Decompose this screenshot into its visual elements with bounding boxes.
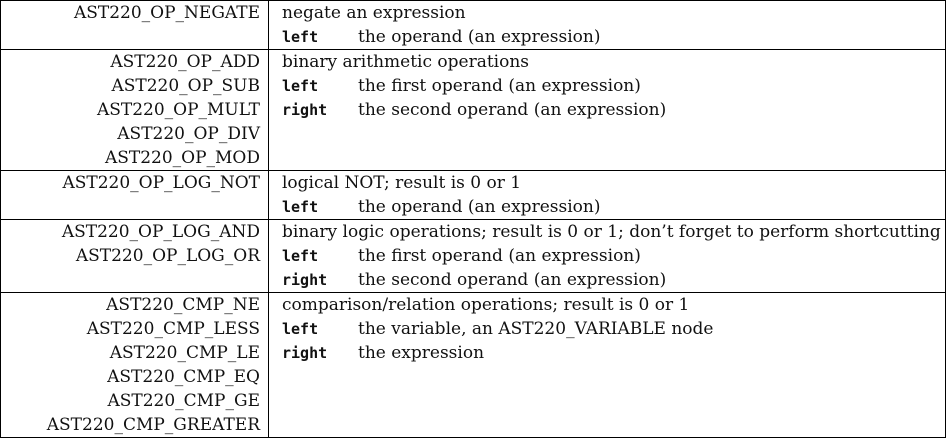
field-text: the second operand (an expression)	[358, 100, 667, 120]
table-row: AST220_CMP_NE AST220_CMP_LESS AST220_CMP…	[0, 292, 946, 438]
operator-name: AST220_OP_DIV	[117, 124, 260, 144]
operator-name: AST220_CMP_NE	[106, 295, 260, 315]
field-line: left the first operand (an expression)	[282, 74, 943, 98]
field-text: the first operand (an expression)	[358, 246, 641, 266]
field-text: the first operand (an expression)	[358, 76, 641, 96]
field-text: the expression	[358, 343, 485, 363]
operator-names-cell: AST220_OP_LOG_NOT	[0, 170, 269, 220]
operator-names-cell: AST220_OP_LOG_AND AST220_OP_LOG_OR	[0, 219, 269, 293]
field-line: right the expression	[282, 341, 943, 365]
operator-name: AST220_CMP_GE	[107, 391, 260, 411]
operator-description-cell: binary arithmetic operations left the fir…	[268, 49, 946, 171]
operator-name: AST220_OP_NEGATE	[73, 3, 260, 23]
operator-name: AST220_OP_SUB	[111, 76, 260, 96]
operator-name: AST220_CMP_EQ	[107, 367, 260, 387]
operator-name: AST220_OP_MOD	[104, 148, 260, 168]
operator-name: AST220_CMP_LESS	[86, 319, 260, 339]
operator-description-cell: comparison/relation operations; result i…	[268, 292, 946, 438]
field-name: left	[282, 198, 319, 216]
field-line: right the second operand (an expression)	[282, 268, 943, 292]
operator-description-cell: negate an expression left the operand (an…	[268, 0, 946, 50]
field-name: left	[282, 28, 319, 46]
field-text: the operand (an expression)	[358, 27, 601, 47]
field-name: right	[282, 271, 328, 289]
operator-name: AST220_CMP_LE	[109, 343, 260, 363]
field-line: left the variable, an AST220_VARIABLE nod…	[282, 317, 943, 341]
operator-names-cell: AST220_CMP_NE AST220_CMP_LESS AST220_CMP…	[0, 292, 269, 438]
operator-description: binary logic operations; result is 0 or …	[282, 222, 941, 242]
field-name: left	[282, 77, 319, 95]
operator-name: AST220_OP_MULT	[96, 100, 260, 120]
field-text: the operand (an expression)	[358, 197, 601, 217]
operator-name: AST220_OP_LOG_NOT	[62, 173, 260, 193]
table-row: AST220_OP_LOG_AND AST220_OP_LOG_OR binar…	[0, 219, 946, 293]
operator-description: comparison/relation operations; result i…	[282, 295, 690, 315]
operator-description: logical NOT; result is 0 or 1	[282, 173, 522, 193]
table-row: AST220_OP_LOG_NOT logical NOT; result is…	[0, 170, 946, 220]
operator-description: negate an expression	[282, 3, 466, 23]
field-name: left	[282, 247, 319, 265]
table-row: AST220_OP_NEGATE negate an expression le…	[0, 0, 946, 50]
field-line: left the operand (an expression)	[282, 25, 943, 49]
operator-name: AST220_CMP_GREATER	[46, 415, 260, 435]
operator-name: AST220_OP_LOG_OR	[75, 246, 260, 266]
field-line: right the second operand (an expression)	[282, 98, 943, 122]
operator-description-cell: binary logic operations; result is 0 or …	[268, 219, 946, 293]
operator-description: binary arithmetic operations	[282, 52, 530, 72]
field-line: left the operand (an expression)	[282, 195, 943, 219]
field-name: left	[282, 320, 319, 338]
operator-description-cell: logical NOT; result is 0 or 1 left the op…	[268, 170, 946, 220]
field-text: the variable, an AST220_VARIABLE node	[358, 319, 714, 339]
field-line: left the first operand (an expression)	[282, 244, 943, 268]
table-row: AST220_OP_ADD AST220_OP_SUB AST220_OP_MU…	[0, 49, 946, 171]
operator-names-cell: AST220_OP_ADD AST220_OP_SUB AST220_OP_MU…	[0, 49, 269, 171]
operator-name: AST220_OP_LOG_AND	[61, 222, 260, 242]
operator-names-cell: AST220_OP_NEGATE	[0, 0, 269, 50]
field-text: the second operand (an expression)	[358, 270, 667, 290]
field-name: right	[282, 101, 328, 119]
field-name: right	[282, 344, 328, 362]
operator-name: AST220_OP_ADD	[110, 52, 260, 72]
